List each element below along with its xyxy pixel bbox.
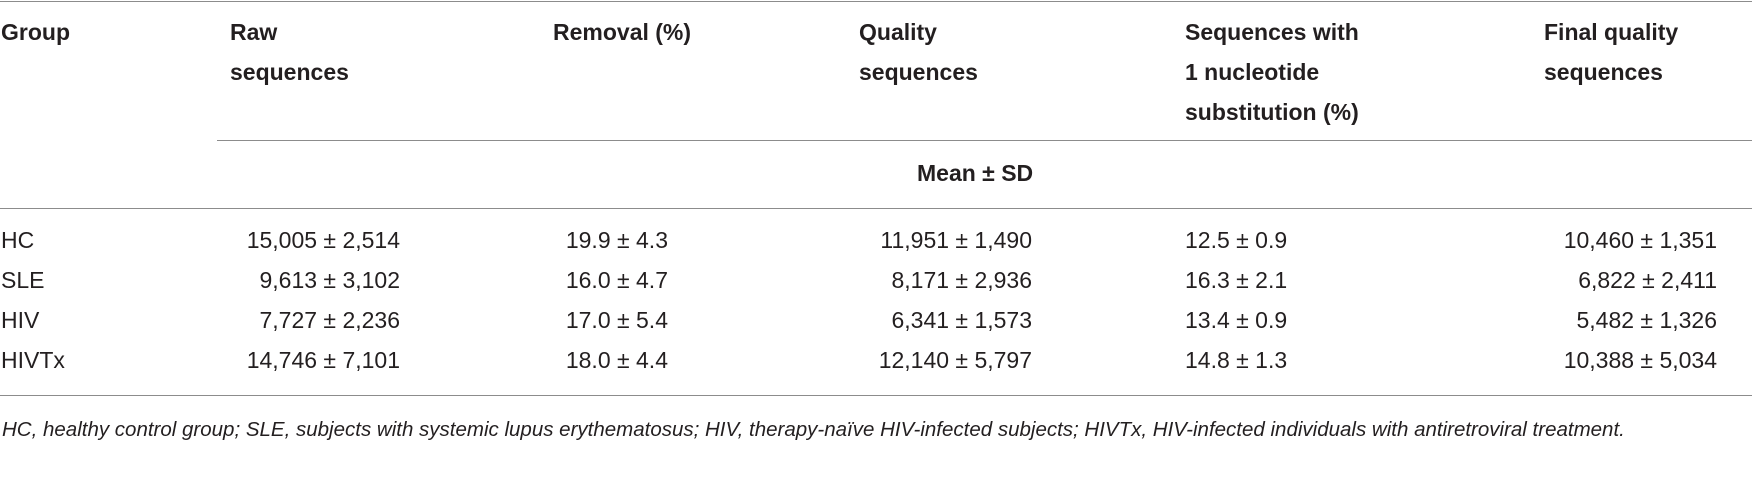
cell-substitution: 13.4 ± 0.9: [1185, 307, 1288, 333]
header-removal: Removal (%): [553, 19, 692, 45]
cell-group: HC: [1, 227, 35, 253]
cell-quality: 6,341 ± 1,573: [891, 307, 1032, 333]
cell-group: HIV: [1, 307, 40, 333]
cell-quality: 12,140 ± 5,797: [878, 347, 1032, 373]
subheader-mean-sd: Mean ± SD: [917, 160, 1034, 186]
table-bottom-rule: [0, 395, 1752, 396]
header-bottom-rule: [0, 208, 1752, 209]
cell-quality: 11,951 ± 1,490: [880, 227, 1032, 253]
cell-raw: 15,005 ± 2,514: [246, 227, 400, 253]
top-rule: [0, 1, 1752, 2]
cell-substitution: 16.3 ± 2.1: [1185, 267, 1288, 293]
cell-final: 10,388 ± 5,034: [1563, 347, 1717, 373]
header-substitution-line3: substitution (%): [1185, 99, 1359, 125]
cell-removal: 18.0 ± 4.4: [565, 347, 668, 373]
subheader-rule: [217, 140, 1752, 141]
cell-removal: 17.0 ± 5.4: [565, 307, 668, 333]
cell-group: SLE: [1, 267, 45, 293]
header-quality-line1: Quality: [859, 19, 937, 45]
header-raw-line1: Raw: [230, 19, 278, 45]
cell-substitution: 14.8 ± 1.3: [1185, 347, 1288, 373]
cell-final: 6,822 ± 2,411: [1578, 267, 1717, 293]
header-substitution-line2: 1 nucleotide: [1185, 59, 1320, 85]
header-group: Group: [1, 19, 70, 45]
cell-removal: 19.9 ± 4.3: [565, 227, 668, 253]
cell-group: HIVTx: [1, 347, 65, 373]
header-final-line1: Final quality: [1544, 19, 1679, 45]
cell-raw: 7,727 ± 2,236: [259, 307, 400, 333]
header-raw-line2: sequences: [230, 59, 349, 85]
header-quality-line2: sequences: [859, 59, 978, 85]
cell-substitution: 12.5 ± 0.9: [1185, 227, 1288, 253]
cell-removal: 16.0 ± 4.7: [565, 267, 668, 293]
header-final-line2: sequences: [1544, 59, 1663, 85]
cell-raw: 14,746 ± 7,101: [246, 347, 400, 373]
cell-final: 10,460 ± 1,351: [1563, 227, 1717, 253]
header-substitution-line1: Sequences with: [1185, 19, 1359, 45]
cell-quality: 8,171 ± 2,936: [891, 267, 1032, 293]
cell-final: 5,482 ± 1,326: [1576, 307, 1717, 333]
cell-raw: 9,613 ± 3,102: [259, 267, 400, 293]
table-footnote: HC, healthy control group; SLE, subjects…: [2, 418, 1625, 441]
